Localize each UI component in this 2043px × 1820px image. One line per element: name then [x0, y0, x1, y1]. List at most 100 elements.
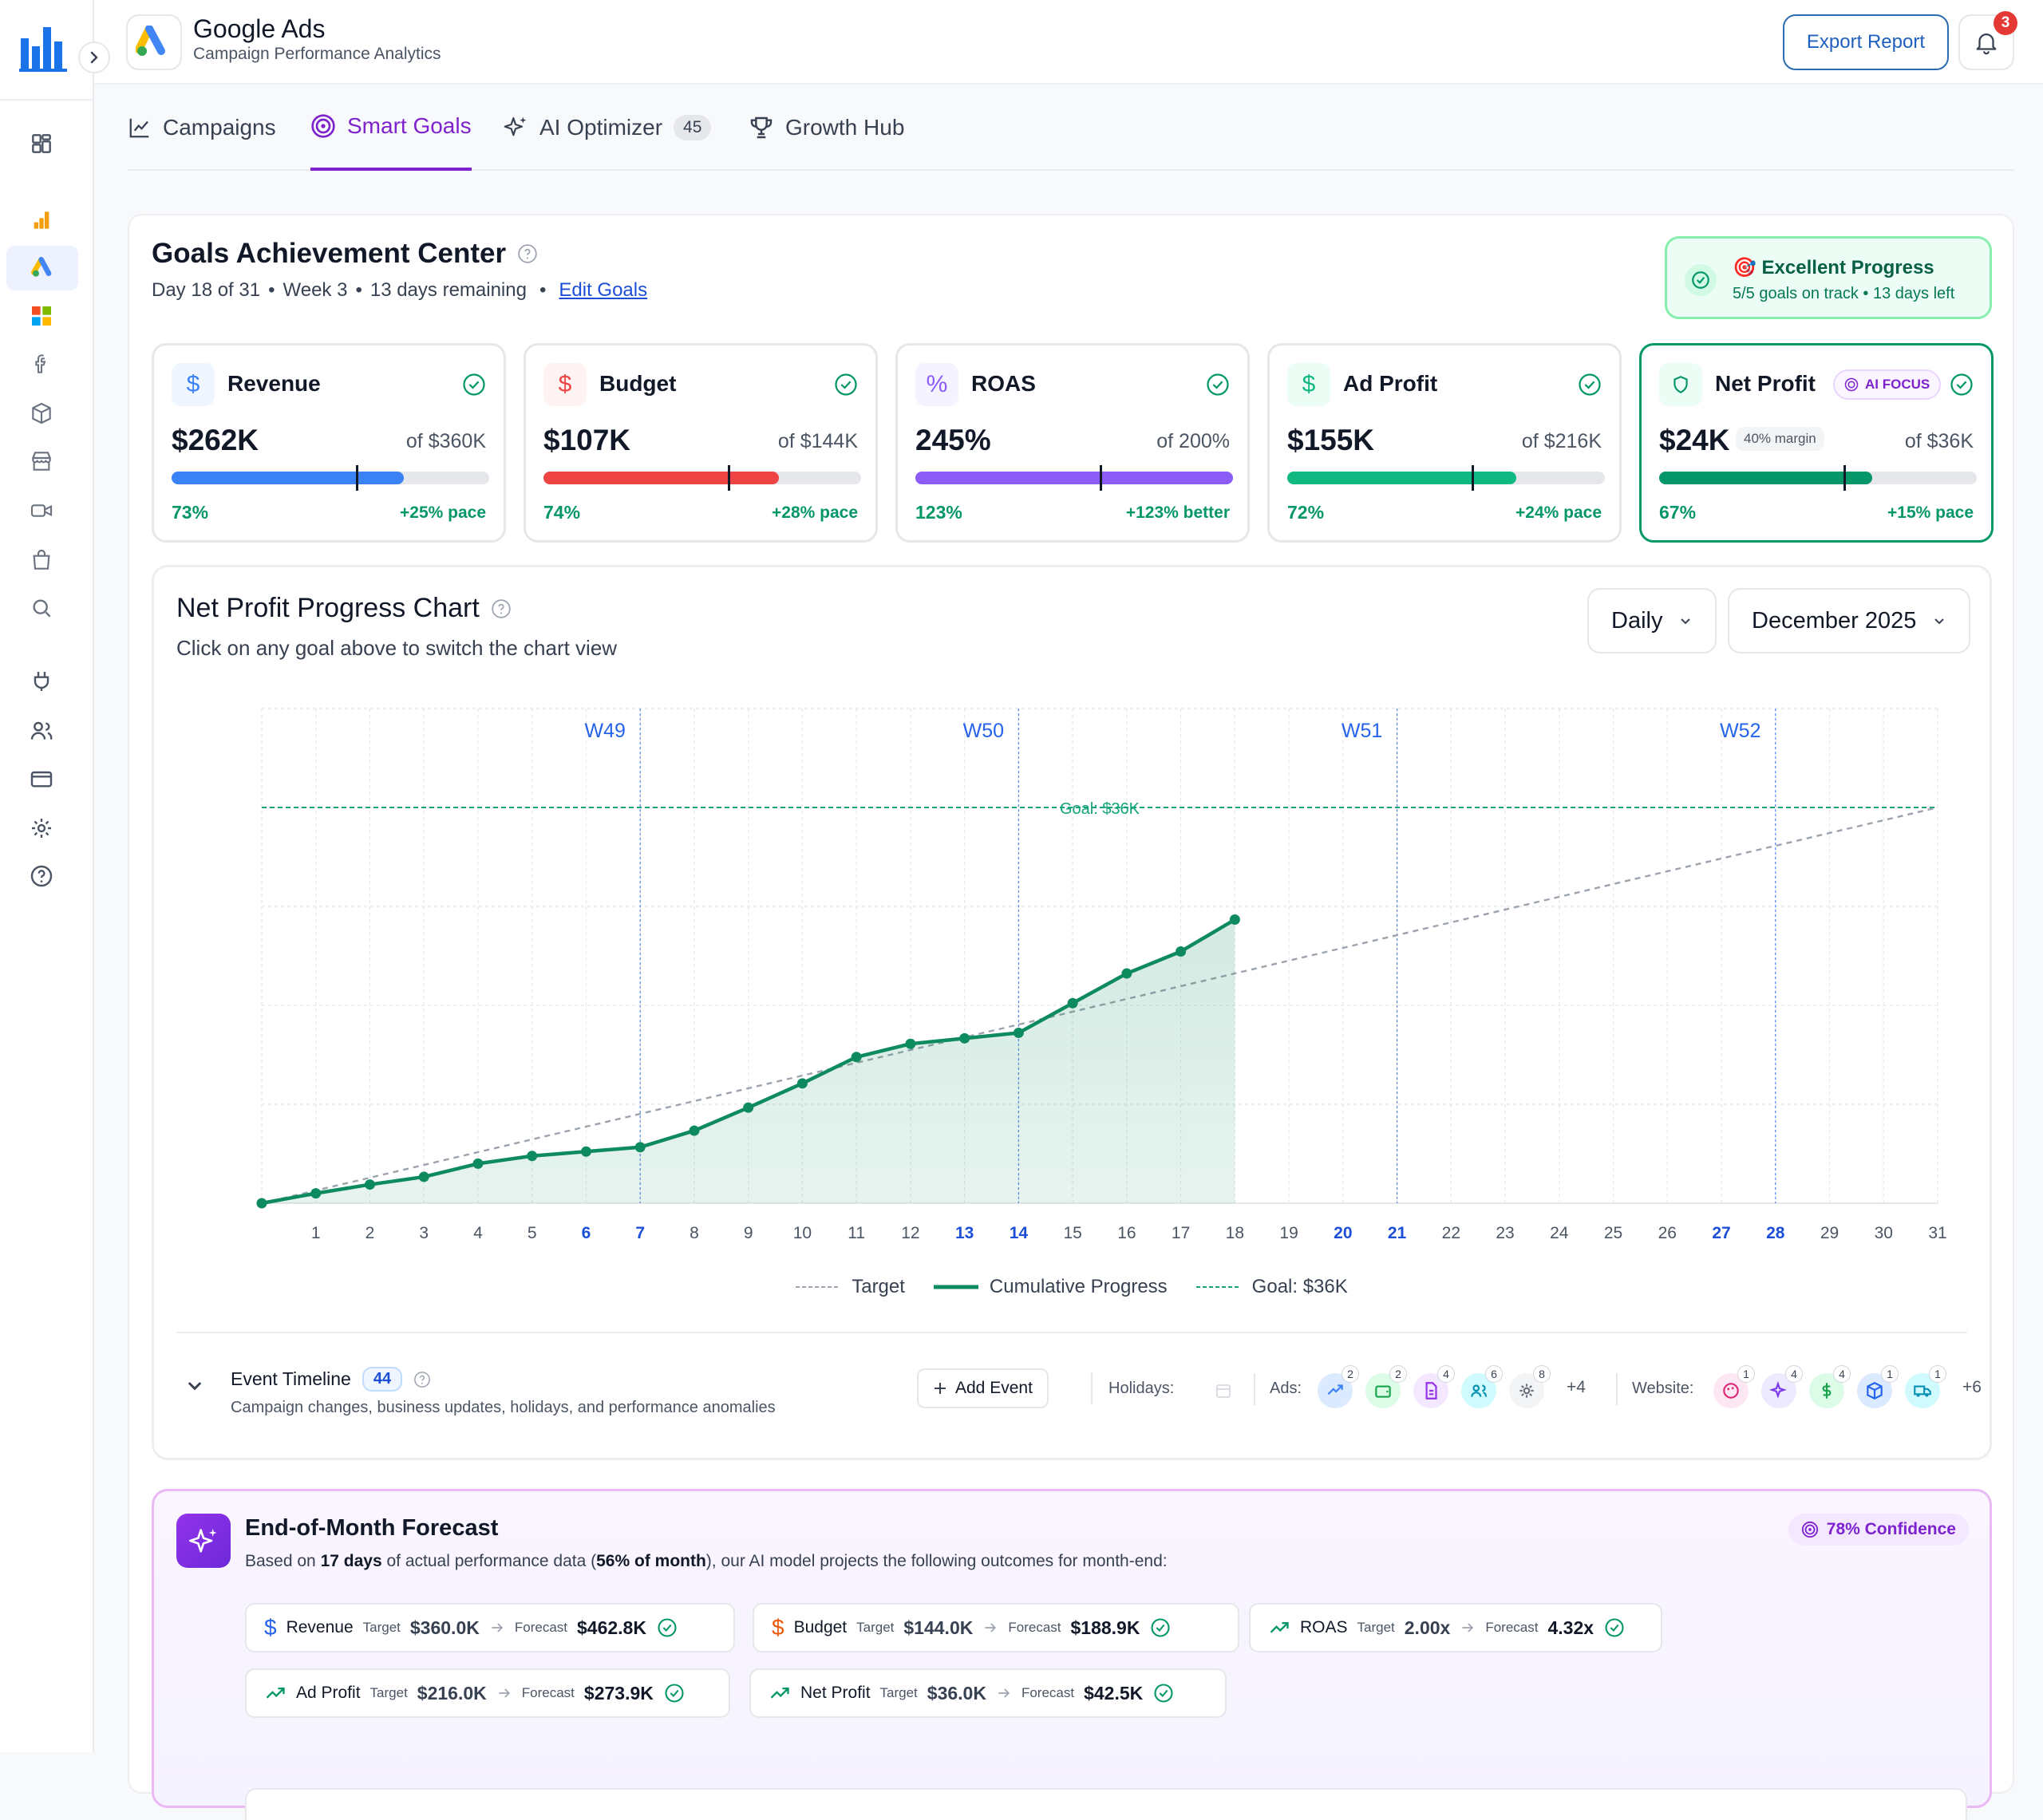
- sidebar-item-google-ads[interactable]: [6, 246, 78, 290]
- line-chart-icon: [129, 118, 149, 138]
- goal-percent: 67%: [1659, 502, 1697, 523]
- goal-card-budget[interactable]: $ Budget $107K of $144K 74% +28% pace: [524, 343, 878, 543]
- data-point: [851, 1052, 862, 1063]
- event-chip[interactable]: 4: [1413, 1365, 1455, 1408]
- pace-marker: [1099, 465, 1102, 491]
- arrow-right-icon: [499, 1688, 510, 1698]
- forecast-value: 4.32x: [1547, 1617, 1594, 1638]
- event-chip[interactable]: 2: [1318, 1365, 1359, 1408]
- data-point: [634, 1142, 646, 1153]
- sidebar-item-shopping-bag[interactable]: [22, 541, 61, 579]
- sidebar-item-dashboard[interactable]: [22, 124, 61, 163]
- separator: [1254, 1373, 1255, 1405]
- x-tick-label: 23: [1496, 1224, 1514, 1242]
- sidebar-item-microsoft[interactable]: [22, 297, 61, 335]
- target-label: Target: [879, 1685, 918, 1700]
- ai-focus-badge: AI FOCUS: [1833, 369, 1942, 400]
- add-event-button[interactable]: Add Event: [917, 1368, 1049, 1408]
- sidebar-item-help[interactable]: [22, 857, 61, 895]
- trend-up-icon: [1270, 1622, 1289, 1633]
- cumulative-area: [262, 919, 1235, 1203]
- x-tick-label: 21: [1388, 1224, 1407, 1242]
- forecast-metric-name: Budget: [793, 1618, 848, 1636]
- trend-up-icon: [1327, 1384, 1343, 1396]
- sidebar-toggle-button[interactable]: [78, 41, 110, 73]
- event-divider: [176, 1332, 1967, 1333]
- notifications-button[interactable]: 3: [1958, 11, 2017, 70]
- box-icon: [1867, 1382, 1883, 1400]
- chevron-down-icon: [1934, 618, 1945, 625]
- sidebar-item-facebook[interactable]: [22, 345, 61, 383]
- sidebar-item-settings[interactable]: [22, 809, 61, 847]
- target-icon: [311, 114, 335, 138]
- chip-count: 1: [1929, 1365, 1946, 1383]
- sidebar-item-plug[interactable]: [22, 662, 61, 701]
- forecast-item-revenue[interactable]: $ Revenue Target $360.0K Forecast $462.8K: [245, 1603, 735, 1652]
- forecast-value: $188.9K: [1070, 1617, 1140, 1638]
- goal-card-roas[interactable]: % ROAS 245% of 200% 123% +123% better: [895, 343, 1250, 543]
- legend-target[interactable]: Target: [796, 1276, 905, 1297]
- pace-marker: [1471, 465, 1474, 491]
- sidebar-item-video[interactable]: [22, 492, 61, 530]
- app-title: Google Ads: [193, 14, 326, 43]
- arrow-right-icon: [985, 1623, 997, 1632]
- event-chip[interactable]: 8: [1509, 1365, 1551, 1408]
- goal-progress-fill: [1659, 472, 1872, 484]
- event-chip[interactable]: 1: [1857, 1365, 1899, 1408]
- ads-more-count[interactable]: +4: [1567, 1378, 1586, 1396]
- gear-icon: [1519, 1384, 1534, 1398]
- sidebar-item-analytics[interactable]: [22, 201, 61, 239]
- tab-campaigns[interactable]: Campaigns: [128, 85, 276, 171]
- help-circle-icon[interactable]: [413, 1371, 431, 1388]
- data-point: [310, 1188, 322, 1199]
- period-dropdown[interactable]: December 2025: [1728, 588, 1971, 653]
- help-circle-icon[interactable]: [517, 243, 538, 264]
- forecast-item-budget[interactable]: $ Budget Target $144.0K Forecast $188.9K: [753, 1603, 1239, 1652]
- x-tick-label: 30: [1875, 1224, 1893, 1242]
- goal-card-revenue[interactable]: $ Revenue $262K of $360K 73% +25% pace: [152, 343, 506, 543]
- sidebar-item-store[interactable]: [22, 442, 61, 480]
- goal-card-ad-profit[interactable]: $ Ad Profit $155K of $216K 72% +24% pace: [1267, 343, 1622, 543]
- goal-card-net-profit[interactable]: Net Profit AI FOCUS $24K 40% margin of $36K 6…: [1639, 343, 1994, 543]
- forecast-item-net-profit[interactable]: Net Profit Target $36.0K Forecast $42.5K: [749, 1668, 1227, 1718]
- goal-value: $24K: [1659, 424, 1730, 456]
- granularity-dropdown[interactable]: Daily: [1587, 588, 1717, 653]
- website-more-count[interactable]: +6: [1962, 1378, 1982, 1396]
- sidebar-item-credit-card[interactable]: [22, 760, 61, 798]
- event-chip[interactable]: 1: [1713, 1365, 1755, 1408]
- week-label: W50: [963, 720, 1004, 742]
- x-tick-label: 27: [1712, 1224, 1730, 1242]
- analytics-logo-icon[interactable]: [18, 22, 70, 75]
- notification-count-badge: 3: [1994, 11, 2017, 35]
- check-circle-icon: [1207, 373, 1229, 396]
- x-tick-label: 20: [1334, 1224, 1352, 1242]
- forecast-item-roas[interactable]: ROAS Target 2.00x Forecast 4.32x: [1249, 1603, 1662, 1652]
- goal-percent: 74%: [543, 502, 581, 523]
- tab-smart-goals[interactable]: Smart Goals: [310, 85, 472, 171]
- legend-goal[interactable]: Goal: $36K: [1195, 1276, 1348, 1297]
- edit-goals-link[interactable]: Edit Goals: [559, 279, 648, 301]
- forecast-item-ad-profit[interactable]: Ad Profit Target $216.0K Forecast $273.9K: [245, 1668, 730, 1718]
- tab-ai-optimizer[interactable]: AI Optimizer 45: [503, 85, 712, 171]
- calendar-icon[interactable]: [1214, 1381, 1233, 1400]
- sidebar-item-box[interactable]: [22, 394, 61, 432]
- legend-cumulative-progress[interactable]: Cumulative Progress: [933, 1276, 1168, 1297]
- forecast-value: $42.5K: [1084, 1682, 1144, 1704]
- goal-percent: 73%: [172, 502, 209, 523]
- help-circle-icon[interactable]: [491, 598, 512, 619]
- event-chip[interactable]: 4: [1809, 1365, 1851, 1408]
- sidebar-item-search[interactable]: [22, 589, 61, 627]
- event-chip[interactable]: 1: [1905, 1365, 1946, 1408]
- event-chip[interactable]: 2: [1365, 1365, 1407, 1408]
- goal-target: of $144K: [777, 430, 858, 452]
- target-label: Target: [369, 1685, 408, 1700]
- chevron-down-icon[interactable]: [184, 1375, 205, 1396]
- target-line: [261, 806, 1938, 1205]
- tab-growth-hub[interactable]: Growth Hub: [749, 85, 904, 171]
- event-chip[interactable]: 4: [1761, 1365, 1803, 1408]
- event-chip[interactable]: 6: [1461, 1365, 1503, 1408]
- export-report-button[interactable]: Export Report: [1782, 14, 1949, 70]
- sidebar-item-users[interactable]: [22, 712, 61, 750]
- event-timeline: Event Timeline 44 Campaign changes, busi…: [176, 1357, 1982, 1429]
